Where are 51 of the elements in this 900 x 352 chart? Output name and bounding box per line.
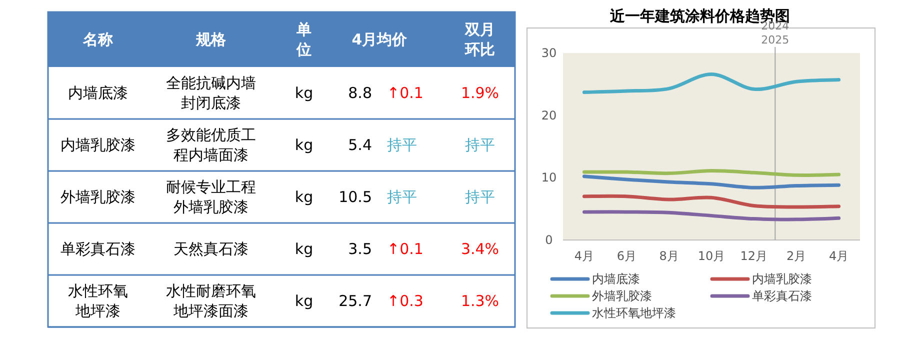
text: 内墙乳胶漆 [60,136,136,154]
text: 1.3% [460,292,500,310]
x-tick-label: 6月 [616,249,636,263]
text: 天然真石漆 [174,240,248,258]
legend-label: 外墙乳胶漆 [592,289,652,303]
text: 全能抗碱内墙封闭底漆 [166,74,256,112]
text: ↑0.1 [387,84,424,102]
text: 规格 [195,30,227,48]
legend-label: 单彩真石漆 [752,289,812,303]
text: 外墙乳胶漆 [60,188,136,206]
x-tick-label: 4月 [574,249,594,263]
text: ↑0.1 [387,240,424,258]
text: 持平 [465,188,495,206]
text: ↑0.3 [387,292,424,310]
text: 1.9% [460,84,500,102]
text: 8.8 [348,84,372,102]
legend-label: 内墙乳胶漆 [752,272,812,286]
text: 水性耐磨环氧地坪漆面漆 [166,282,256,320]
text: 持平 [387,136,417,154]
text: 水性环氧地坪漆 [68,282,128,320]
y-tick-label: 10 [541,170,557,185]
y-tick-label: 0 [545,233,553,247]
text: 3.4% [460,240,500,258]
text: 名称 [82,30,114,48]
text: 耐候专业工程外墙乳胶漆 [166,178,256,216]
text: 持平 [465,136,495,154]
legend-label: 水性环氧地坪漆 [592,306,676,320]
text: 4月均价 [352,30,408,48]
legend-label: 内墙底漆 [592,272,640,286]
text: 单彩真石漆 [60,240,136,258]
text: kg [294,136,314,154]
text: kg [294,84,314,102]
text: kg [294,188,314,206]
text: 25.7 [338,292,372,310]
text: 内墙底漆 [68,84,128,102]
x-tick-label: 2月 [786,249,806,263]
y-tick-label: 30 [541,46,557,60]
text: kg [294,292,314,310]
x-tick-label: 4月 [828,249,849,263]
text: kg [294,240,314,258]
text: 10.5 [338,188,372,206]
y-tick-label: 20 [541,108,557,122]
text: 单位 [296,20,312,58]
text: 5.4 [348,136,372,154]
text: 多效能优质工程内墙面漆 [166,126,256,164]
x-tick-label: 12月 [740,249,768,263]
text: 双月环比 [464,20,495,58]
x-tick-label: 10月 [698,249,726,263]
text: 3.5 [348,240,372,258]
text: 持平 [387,188,417,206]
x-tick-label: 8月 [659,249,679,263]
